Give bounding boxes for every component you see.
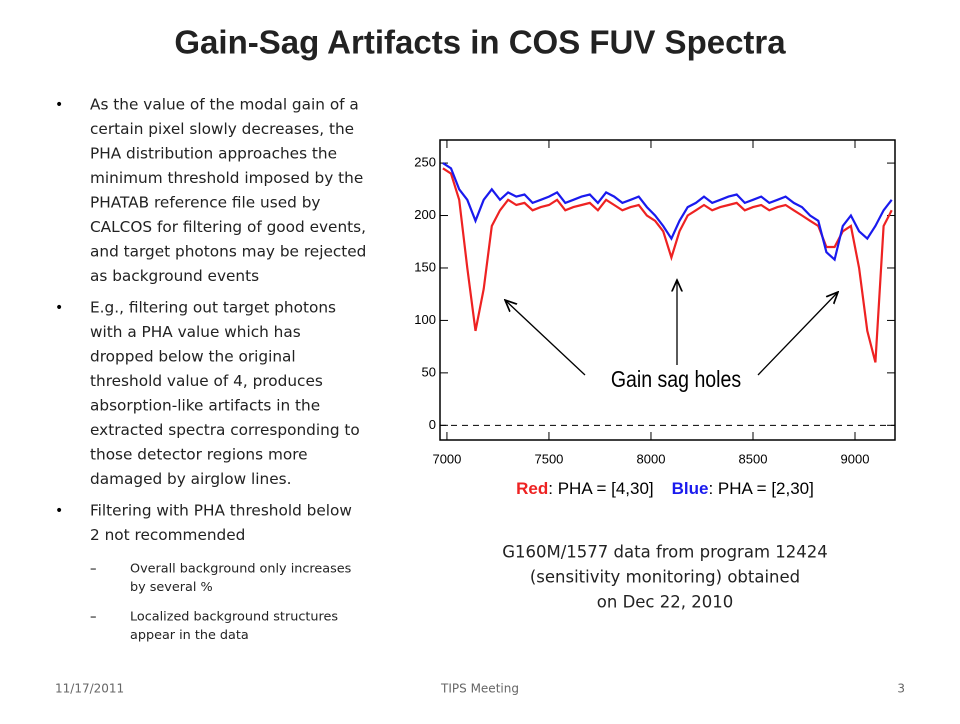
slide-title: Gain-Sag Artifacts in COS FUV Spectra bbox=[174, 24, 786, 61]
bullet-text: 2 not recommended bbox=[90, 526, 245, 544]
plot-frame bbox=[439, 139, 896, 441]
bullet-text: those detector regions more bbox=[90, 446, 308, 464]
bullet-text: dropped below the original bbox=[90, 348, 296, 366]
bullet-text: CALCOS for filtering of good events, bbox=[90, 218, 366, 236]
legend-label: : PHA = [2,30] bbox=[708, 479, 813, 498]
x-tick-label: 7500 bbox=[534, 451, 563, 466]
sub-bullet-dash: – bbox=[90, 562, 97, 577]
bullet-text: threshold value of 4, produces bbox=[90, 372, 323, 390]
bullet-text: and target photons may be rejected bbox=[90, 243, 366, 261]
x-tick-label: 8000 bbox=[637, 451, 666, 466]
bullet-text: as background events bbox=[90, 267, 259, 285]
y-tick-label: 0 bbox=[429, 417, 436, 432]
caption-line: G160M/1577 data from program 12424 bbox=[502, 543, 828, 562]
sub-bullet-text: Overall background only increases bbox=[130, 562, 352, 577]
spectrum-line bbox=[442, 167, 893, 363]
legend-name: Blue bbox=[672, 479, 709, 498]
sub-bullet-text: by several % bbox=[130, 580, 213, 595]
y-tick-label: 200 bbox=[414, 207, 436, 222]
caption-line: on Dec 22, 2010 bbox=[597, 593, 733, 612]
bullet-text: damaged by airglow lines. bbox=[90, 470, 291, 488]
bullet-text: As the value of the modal gain of a bbox=[90, 96, 359, 114]
y-tick-label: 150 bbox=[414, 259, 436, 274]
arrow bbox=[757, 292, 838, 376]
bullet-text: PHA distribution approaches the bbox=[90, 145, 337, 163]
y-tick-label: 50 bbox=[422, 364, 436, 379]
y-tick-label: 100 bbox=[414, 312, 436, 327]
footer-date: 11/17/2011 bbox=[55, 682, 124, 696]
legend: Red: PHA = [4,30] Blue: PHA = [2,30] bbox=[516, 479, 814, 498]
x-tick-label: 9000 bbox=[841, 451, 870, 466]
sub-bullet-text: appear in the data bbox=[130, 628, 249, 643]
bullet-text: with a PHA value which has bbox=[90, 323, 301, 341]
bullet-text: minimum threshold imposed by the bbox=[90, 169, 363, 187]
sub-bullet-dash: – bbox=[90, 610, 97, 625]
bullet-text: PHATAB reference file used by bbox=[90, 194, 320, 212]
spectrum-line bbox=[442, 162, 893, 262]
caption-line: (sensitivity monitoring) obtained bbox=[530, 568, 800, 587]
x-tick-label: 7000 bbox=[432, 451, 461, 466]
y-tick-label: 250 bbox=[414, 155, 436, 170]
bullet-text: certain pixel slowly decreases, the bbox=[90, 120, 354, 138]
legend-name: Red bbox=[516, 479, 548, 498]
bullet-text: extracted spectra corresponding to bbox=[90, 421, 360, 439]
sub-bullet-text: Localized background structures bbox=[130, 610, 338, 625]
legend-label: : PHA = [4,30] bbox=[548, 479, 653, 498]
x-tick-label: 8500 bbox=[739, 451, 768, 466]
bullet-dot: • bbox=[55, 503, 63, 519]
bullet-text: absorption-like artifacts in the bbox=[90, 397, 320, 415]
annotation: Gain sag holes bbox=[611, 367, 741, 393]
arrow bbox=[505, 300, 586, 376]
bullet-dot: • bbox=[55, 300, 63, 316]
footer-center: TIPS Meeting bbox=[440, 682, 519, 696]
bullet-dot: • bbox=[55, 97, 63, 113]
page-number: 3 bbox=[897, 682, 905, 696]
bullet-text: Filtering with PHA threshold below bbox=[90, 502, 352, 520]
bullet-text: E.g., filtering out target photons bbox=[90, 299, 336, 317]
